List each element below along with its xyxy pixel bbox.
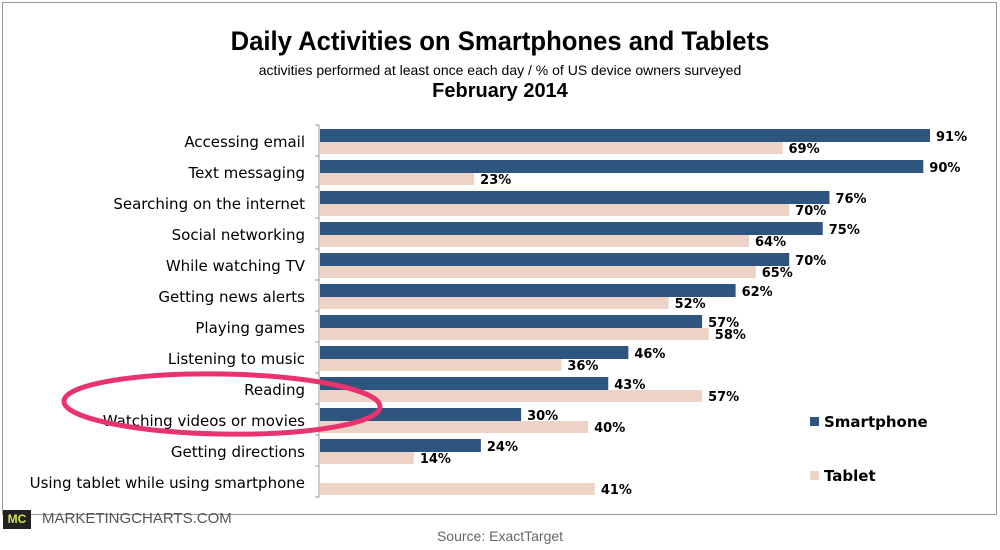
data-label: 40% <box>594 421 625 436</box>
data-label: 14% <box>420 452 451 467</box>
bar-smartphone <box>320 191 830 204</box>
bar-smartphone <box>320 377 609 390</box>
bar-tablet <box>320 483 595 495</box>
data-label: 46% <box>634 347 665 362</box>
chart-frame <box>2 2 997 515</box>
highlight-ellipse <box>61 371 383 437</box>
legend-swatch-smartphone <box>810 417 819 426</box>
chart-title: Daily Activities on Smartphones and Tabl… <box>230 26 770 56</box>
bar-smartphone <box>320 160 924 173</box>
bar-tablet <box>320 359 562 371</box>
category-label: Accessing email <box>184 133 305 151</box>
chart-date: February 2014 <box>432 80 568 102</box>
category-label: Getting news alerts <box>158 288 305 306</box>
category-label: While watching TV <box>166 257 306 275</box>
bar-tablet <box>320 390 703 402</box>
category-label: Reading <box>244 381 305 399</box>
data-label: 76% <box>835 192 866 207</box>
category-label: Searching on the internet <box>113 195 305 213</box>
bar-smartphone <box>320 315 703 328</box>
bar-tablet <box>320 204 790 216</box>
category-label: Watching videos or movies <box>103 412 305 430</box>
bar-smartphone <box>320 408 522 421</box>
data-label: 90% <box>929 161 960 176</box>
bar-tablet <box>320 235 750 247</box>
bar-tablet <box>320 452 414 464</box>
data-label: 41% <box>601 483 632 498</box>
data-label: 43% <box>614 378 645 393</box>
bar-smartphone <box>320 439 481 452</box>
data-label: 52% <box>675 297 706 312</box>
bar-smartphone <box>320 284 736 297</box>
data-label: 36% <box>567 359 598 374</box>
data-label: 24% <box>487 440 518 455</box>
category-label: Listening to music <box>168 350 305 368</box>
bar-tablet <box>320 142 783 154</box>
data-label: 70% <box>795 254 826 269</box>
data-label: 91% <box>936 130 967 145</box>
bar-smartphone <box>320 129 930 142</box>
source-note: Source: ExactTarget <box>436 528 564 544</box>
bar-smartphone <box>320 253 790 266</box>
bar-smartphone <box>320 222 823 235</box>
bar-tablet <box>320 173 475 185</box>
bar-tablet <box>320 328 709 340</box>
marketingcharts-logo: MC <box>3 510 31 529</box>
data-label: 30% <box>527 409 558 424</box>
legend-label-smartphone: Smartphone <box>824 413 928 431</box>
bar-tablet <box>320 421 589 433</box>
data-label: 57% <box>708 316 739 331</box>
legend-label-tablet: Tablet <box>824 467 876 485</box>
data-label: 62% <box>742 285 773 300</box>
data-label: 75% <box>829 223 860 238</box>
data-label: 57% <box>708 390 739 405</box>
data-label: 64% <box>755 235 786 250</box>
bar-tablet <box>320 266 756 278</box>
category-label: Using tablet while using smartphone <box>30 474 305 492</box>
brand-text: MARKETINGCHARTS.COM <box>42 510 232 527</box>
data-label: 58% <box>715 328 746 343</box>
legend-swatch-tablet <box>810 471 819 480</box>
data-label: 23% <box>480 173 511 188</box>
chart-subtitle: activities performed at least once each … <box>258 62 742 78</box>
data-label: 65% <box>762 266 793 281</box>
bar-smartphone <box>320 346 629 359</box>
category-label: Getting directions <box>171 443 305 461</box>
category-label: Playing games <box>195 319 305 337</box>
category-label: Text messaging <box>188 164 305 182</box>
data-label: 70% <box>795 204 826 219</box>
data-label: 69% <box>789 142 820 157</box>
category-label: Social networking <box>172 226 305 244</box>
bar-tablet <box>320 297 669 309</box>
